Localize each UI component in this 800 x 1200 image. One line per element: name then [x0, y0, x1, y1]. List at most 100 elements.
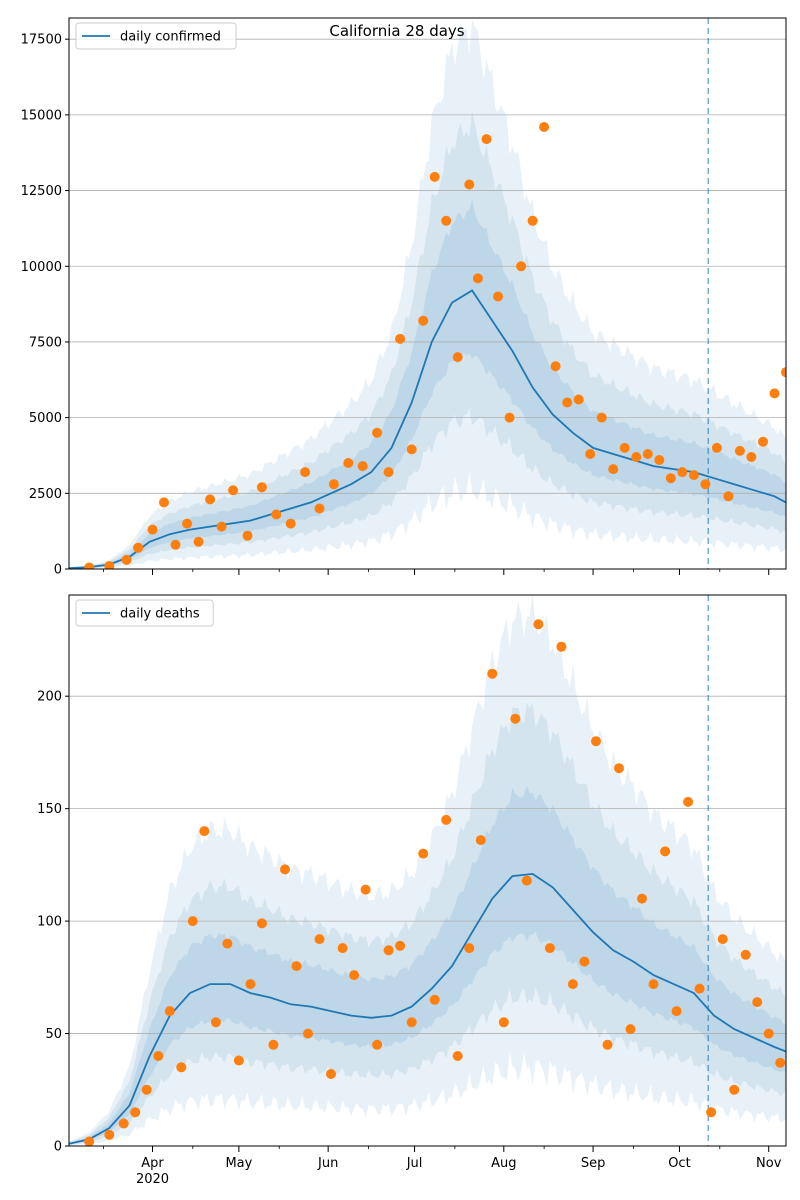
deaths-y-tick-label: 150: [37, 802, 62, 817]
deaths-band-2: [69, 702, 786, 1145]
confirmed-y-tick-label: 5000: [29, 411, 62, 426]
confirmed-data-point: [711, 442, 722, 453]
deaths-data-point: [233, 1055, 244, 1066]
confirmed-data-point: [357, 461, 368, 472]
deaths-data-point: [602, 1039, 613, 1050]
deaths-data-point: [176, 1062, 187, 1073]
deaths-data-point: [706, 1107, 717, 1118]
x-tick-label-sep: Sep: [581, 1156, 606, 1171]
deaths-legend-label: daily deaths: [120, 607, 200, 622]
confirmed-data-point: [504, 412, 515, 423]
deaths-data-point: [429, 994, 440, 1005]
confirmed-data-point: [343, 458, 354, 468]
deaths-data-point: [487, 668, 498, 679]
deaths-data-point: [199, 826, 210, 837]
confirmed-data-point: [550, 361, 561, 372]
deaths-data-point: [567, 979, 578, 990]
confirmed-y-tick-label: 7500: [29, 335, 62, 350]
deaths-data-point: [579, 956, 590, 967]
confirmed-data-point: [300, 467, 311, 478]
x-tick-label-nov: Nov: [756, 1156, 782, 1171]
x-tick-label-apr: Apr: [141, 1156, 164, 1171]
deaths-data-point: [683, 796, 694, 807]
confirmed-data-point: [182, 518, 193, 529]
deaths-median-polyline: [68, 872, 787, 1145]
confirmed-data-point: [216, 521, 227, 532]
confirmed-band-2: [69, 110, 786, 569]
confirmed-data-point: [562, 397, 573, 408]
deaths-data-point: [556, 641, 567, 652]
deaths-data-point: [614, 763, 624, 774]
deaths-y-tick-label: 50: [45, 1027, 62, 1042]
confirmed-data-point: [539, 122, 550, 132]
confirmed-y-tick-label: 12500: [21, 184, 62, 199]
deaths-data-point: [383, 945, 394, 956]
deaths-data-point: [544, 943, 555, 954]
deaths-data-point: [210, 1017, 221, 1028]
deaths-data-point: [637, 893, 647, 904]
deaths-data-point: [280, 864, 290, 875]
figure-title: California 28 days: [329, 22, 464, 40]
deaths-y-tick-label: 200: [37, 690, 62, 705]
confirmed-data-point: [452, 352, 463, 363]
deaths-data-point: [775, 1057, 786, 1068]
confirmed-data-point: [769, 388, 780, 399]
deaths-data-point: [717, 934, 728, 945]
deaths-data-point: [452, 1051, 463, 1061]
confirmed-data-point: [133, 542, 144, 553]
deaths-data-point: [591, 736, 601, 747]
confirmed-data-point: [573, 394, 584, 405]
confirmed-data-point: [418, 315, 429, 326]
deaths-data-point: [118, 1118, 129, 1129]
confirmed-data-point: [464, 179, 475, 190]
deaths-data-point: [498, 1017, 509, 1028]
deaths-data-point: [291, 961, 302, 972]
deaths-data-point: [475, 835, 486, 846]
deaths-data-point: [521, 875, 532, 886]
confirmed-data-point: [395, 333, 406, 344]
confirmed-data-point: [205, 494, 216, 505]
confirmed-data-point: [328, 479, 339, 490]
deaths-data-point: [406, 1017, 417, 1028]
deaths-y-tick-label: 0: [54, 1140, 62, 1155]
deaths-data-point: [256, 918, 267, 929]
confirmed-data-point: [734, 445, 745, 456]
confirmed-y-axis-ticks: 0 2500 5000 7500 10000 12500 15000 17500: [21, 33, 69, 578]
x-tick-label-oct: Oct: [668, 1156, 690, 1171]
deaths-data-point: [187, 916, 198, 927]
deaths-data-point: [153, 1051, 164, 1061]
deaths-data-point: [303, 1028, 313, 1039]
deaths-data-point: [533, 619, 544, 630]
deaths-data-point: [360, 884, 371, 895]
confirmed-data-point: [585, 449, 596, 459]
deaths-data-point: [464, 943, 475, 954]
confirmed-data-point: [596, 412, 607, 423]
deaths-data-point: [372, 1039, 383, 1050]
confirmed-band-3: [69, 199, 786, 569]
confirmed-median-polyline: [68, 289, 787, 569]
confirmed-data-point: [159, 497, 169, 508]
deaths-data-point: [104, 1129, 115, 1140]
confirmed-data-point: [642, 449, 653, 459]
confirmed-y-tick-label: 0: [54, 563, 62, 578]
confirmed-legend-box: [75, 22, 237, 50]
deaths-data-point: [337, 943, 348, 954]
confirmed-data-point: [406, 444, 417, 455]
confirmed-data-point: [631, 452, 642, 462]
confirmed-y-tick-label: 10000: [21, 260, 62, 275]
deaths-data-point: [84, 1136, 95, 1146]
deaths-data-point: [740, 949, 751, 960]
confirmed-data-point: [147, 524, 158, 535]
confirmed-data-point: [472, 273, 483, 284]
deaths-data-point: [326, 1069, 336, 1079]
confirmed-data-point: [781, 367, 786, 378]
confirmed-data-point: [516, 261, 527, 272]
confirmed-y-tick-label: 2500: [29, 487, 62, 502]
confirmed-data-point: [758, 436, 768, 447]
confirmed-data-point: [619, 442, 630, 453]
deaths-data-point: [395, 940, 406, 951]
confirmed-y-tick-label: 17500: [21, 33, 62, 48]
x-tick-label-aug: Aug: [491, 1156, 516, 1171]
confirmed-data-point: [372, 427, 383, 438]
deaths-plot-frame: [68, 594, 787, 1147]
